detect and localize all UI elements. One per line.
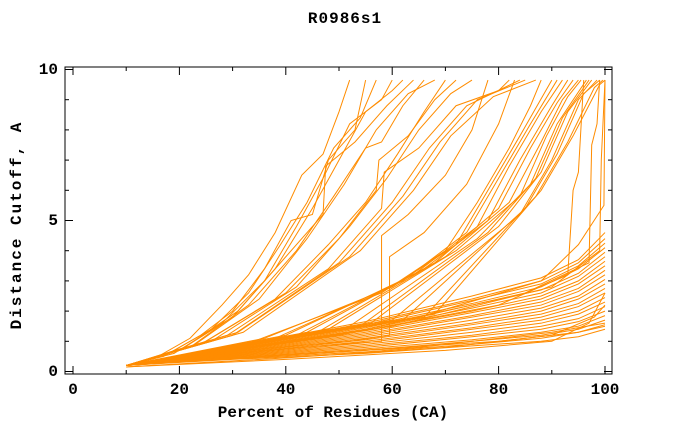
model-curve xyxy=(126,269,606,366)
model-curve xyxy=(126,238,606,366)
model-curve xyxy=(126,79,425,366)
model-curve xyxy=(126,79,510,366)
model-curve xyxy=(126,278,606,366)
model-curve xyxy=(126,79,526,366)
model-curve xyxy=(126,79,377,366)
x-tick-label: 80 xyxy=(488,381,509,399)
model-curve xyxy=(126,251,606,366)
model-curve xyxy=(126,247,606,366)
model-curve xyxy=(126,328,606,366)
chart-title: R0986s1 xyxy=(307,10,383,28)
model-curve xyxy=(126,306,606,366)
model-curve xyxy=(126,80,606,366)
model-curve xyxy=(126,283,606,366)
model-curve xyxy=(126,265,606,366)
model-curve xyxy=(126,79,435,366)
model-curve xyxy=(126,274,606,366)
model-curve xyxy=(126,79,542,366)
model-curve xyxy=(126,325,606,366)
model-curve xyxy=(126,79,351,366)
model-curve xyxy=(126,315,606,366)
y-tick-label: 5 xyxy=(48,211,58,230)
model-curve xyxy=(126,288,606,366)
y-tick-label: 10 xyxy=(38,60,58,79)
x-tick-label: 100 xyxy=(590,381,620,399)
x-tick-label: 20 xyxy=(169,381,189,399)
model-curve xyxy=(126,301,606,366)
model-curve xyxy=(126,292,606,366)
model-curve xyxy=(126,232,606,366)
model-curve xyxy=(126,242,606,366)
x-tick-label: 40 xyxy=(276,381,296,399)
model-curve xyxy=(126,260,606,366)
model-curve xyxy=(126,79,457,366)
model-curve xyxy=(126,79,414,366)
model-curve xyxy=(126,297,606,366)
model-curve xyxy=(126,79,604,366)
model-curve xyxy=(126,79,537,366)
x-axis-title: Percent of Residues (CA) xyxy=(217,404,449,422)
model-curve xyxy=(126,79,521,366)
model-curve xyxy=(126,79,473,366)
model-curve xyxy=(126,256,606,366)
x-tick-label: 0 xyxy=(68,381,78,399)
x-tick-label: 60 xyxy=(382,381,402,399)
y-tick-label: 0 xyxy=(48,362,58,381)
model-curve xyxy=(126,310,606,366)
